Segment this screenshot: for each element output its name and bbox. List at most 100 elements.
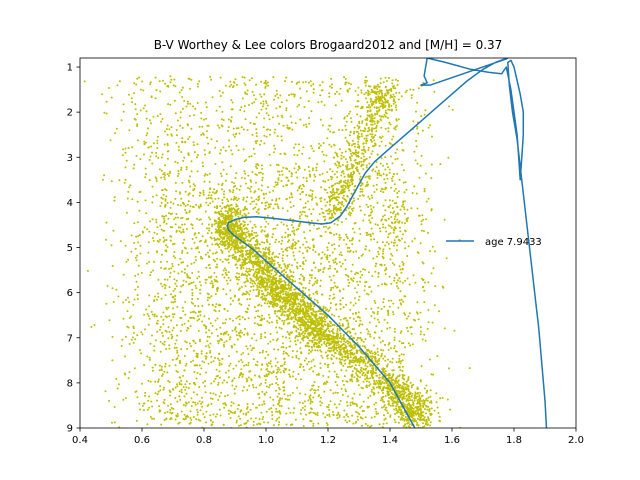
scatter-point <box>271 268 274 271</box>
scatter-point <box>417 87 420 90</box>
scatter-point <box>138 402 141 405</box>
scatter-point <box>241 331 244 334</box>
scatter-point <box>309 320 312 323</box>
scatter-point <box>387 402 390 405</box>
scatter-point <box>232 245 235 248</box>
scatter-point <box>270 256 273 259</box>
scatter-point <box>376 381 379 384</box>
scatter-point <box>274 181 277 184</box>
scatter-point <box>307 320 310 323</box>
scatter-point <box>201 360 204 363</box>
scatter-point <box>359 115 362 118</box>
scatter-point <box>256 284 259 287</box>
scatter-point <box>384 127 387 130</box>
scatter-point <box>241 272 244 275</box>
scatter-point <box>333 348 336 351</box>
scatter-point <box>335 209 338 212</box>
scatter-point <box>167 337 170 340</box>
scatter-point <box>340 190 343 193</box>
scatter-point <box>348 167 351 170</box>
scatter-point <box>154 339 157 342</box>
scatter-point <box>133 82 136 85</box>
scatter-point <box>274 364 277 367</box>
scatter-point <box>360 157 363 160</box>
scatter-point <box>378 336 381 339</box>
scatter-point <box>218 246 221 248</box>
scatter-point <box>219 229 222 232</box>
scatter-point <box>384 408 387 411</box>
scatter-point <box>366 134 369 137</box>
scatter-point <box>468 367 471 370</box>
scatter-point <box>423 333 426 336</box>
scatter-point <box>210 232 213 234</box>
scatter-point <box>240 246 243 249</box>
scatter-point <box>209 419 212 422</box>
scatter-point <box>370 194 373 197</box>
scatter-point <box>250 155 253 158</box>
scatter-point <box>302 307 305 310</box>
scatter-point <box>145 117 148 120</box>
scatter-point <box>323 323 326 326</box>
scatter-point <box>145 212 148 215</box>
scatter-point <box>275 319 278 322</box>
scatter-point <box>279 299 281 302</box>
scatter-point <box>379 399 382 402</box>
scatter-point <box>382 405 385 408</box>
scatter-point <box>237 258 240 261</box>
scatter-point <box>281 207 284 210</box>
scatter-point <box>117 295 120 298</box>
scatter-point <box>319 312 322 315</box>
scatter-point <box>405 188 408 191</box>
scatter-point <box>285 109 288 112</box>
scatter-point <box>361 356 364 359</box>
scatter-point <box>327 349 330 352</box>
scatter-point <box>357 140 360 143</box>
scatter-point <box>190 170 193 173</box>
scatter-point <box>364 248 367 251</box>
scatter-point <box>105 302 108 305</box>
scatter-point <box>325 225 328 228</box>
scatter-point <box>251 260 253 263</box>
scatter-point <box>256 234 259 237</box>
scatter-point <box>248 298 251 300</box>
scatter-point <box>226 381 229 384</box>
scatter-point <box>246 419 249 422</box>
scatter-point <box>187 138 190 140</box>
scatter-point <box>388 393 391 396</box>
scatter-point <box>328 320 331 323</box>
scatter-point <box>286 310 289 313</box>
scatter-point <box>319 326 322 329</box>
scatter-point <box>271 321 273 324</box>
scatter-point <box>391 85 394 88</box>
scatter-point <box>269 396 272 399</box>
scatter-point <box>410 413 413 415</box>
scatter-point <box>416 127 419 130</box>
scatter-point <box>308 116 311 119</box>
scatter-point <box>321 336 323 339</box>
scatter-point <box>282 254 284 257</box>
scatter-point <box>250 77 253 80</box>
scatter-point <box>416 422 419 424</box>
scatter-point <box>214 243 217 246</box>
scatter-point <box>375 166 378 169</box>
scatter-point <box>366 117 369 120</box>
scatter-point <box>373 117 376 119</box>
scatter-point <box>371 357 373 360</box>
scatter-point <box>156 142 159 145</box>
scatter-point <box>273 256 276 259</box>
scatter-point <box>219 76 222 79</box>
scatter-point <box>391 357 394 360</box>
scatter-point <box>418 214 421 217</box>
scatter-point <box>333 355 335 358</box>
scatter-point <box>237 127 240 130</box>
scatter-point <box>221 260 224 263</box>
scatter-point <box>420 223 423 226</box>
scatter-point <box>240 267 243 270</box>
scatter-point <box>308 157 311 160</box>
scatter-point <box>170 126 173 129</box>
scatter-point <box>385 283 388 286</box>
scatter-point <box>234 232 237 235</box>
scatter-point <box>241 246 244 249</box>
scatter-point <box>345 303 348 306</box>
scatter-point <box>323 198 326 201</box>
